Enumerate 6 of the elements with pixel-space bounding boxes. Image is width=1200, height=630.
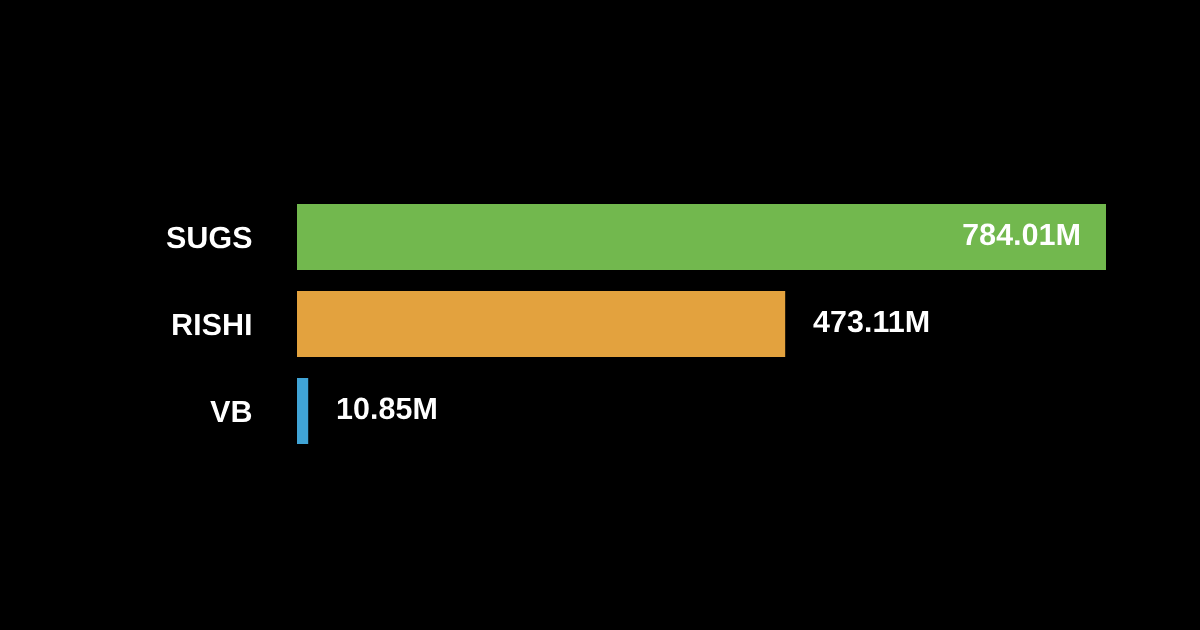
data-label: 473.11M	[813, 310, 929, 333]
data-label: 10.85M	[337, 397, 436, 420]
y-tick-label: RISHI	[173, 313, 251, 336]
y-tick-label: SUGS	[166, 226, 252, 249]
data-label: 784.01M	[963, 223, 1079, 246]
y-tick-label: VB	[210, 401, 252, 423]
